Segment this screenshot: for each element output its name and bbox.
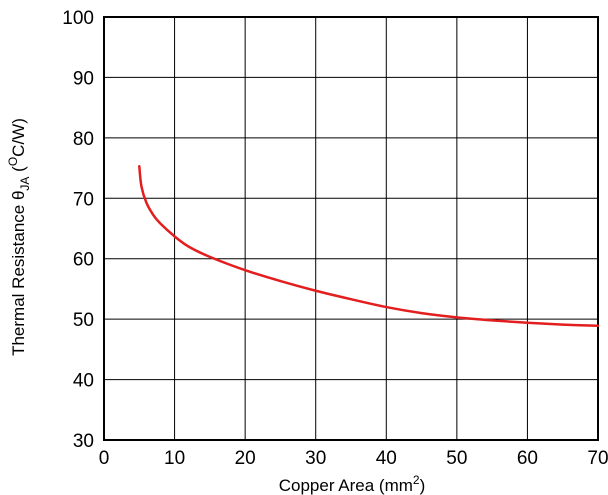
x-tick-label: 40 (376, 448, 397, 469)
data-series (138, 165, 600, 328)
x-tick-labels: 0 10 20 30 40 50 60 70 (99, 448, 608, 469)
x-axis-label: Copper Area (mm2) (279, 473, 426, 495)
x-tick-label: 10 (164, 448, 185, 469)
x-tick-label: 60 (517, 448, 538, 469)
y-tick-labels: 30 40 50 60 70 80 90 100 (62, 8, 94, 452)
plot-frame (103, 16, 599, 441)
y-tick-label: 30 (73, 431, 94, 452)
x-tick-label: 50 (446, 448, 467, 469)
x-tick-label: 70 (587, 448, 608, 469)
y-tick-label: 50 (73, 310, 94, 331)
y-tick-label: 40 (73, 371, 94, 392)
y-tick-label: 60 (73, 250, 94, 271)
x-tick-label: 0 (99, 448, 110, 469)
y-axis-label: Thermal Resistance θJA (OC/W) (6, 118, 32, 356)
y-tick-label: 80 (73, 129, 94, 150)
y-tick-label: 90 (73, 68, 94, 89)
y-tick-label: 70 (73, 189, 94, 210)
x-tick-label: 20 (235, 448, 256, 469)
grid-lines (104, 17, 598, 440)
y-tick-label: 100 (62, 8, 94, 29)
thermal-resistance-curve (138, 165, 600, 328)
x-tick-label: 30 (305, 448, 326, 469)
